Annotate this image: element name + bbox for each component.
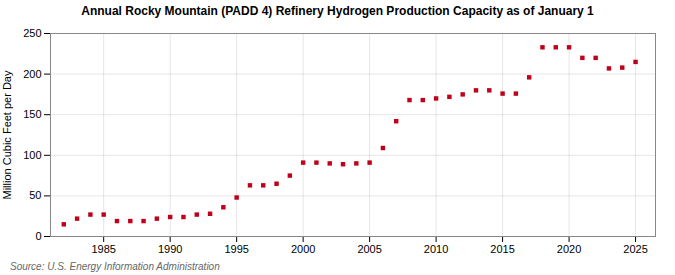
svg-text:2020: 2020	[557, 243, 581, 255]
svg-text:1985: 1985	[91, 243, 115, 255]
svg-text:1995: 1995	[224, 243, 248, 255]
svg-text:250: 250	[23, 27, 41, 39]
svg-text:2010: 2010	[424, 243, 448, 255]
svg-text:1990: 1990	[158, 243, 182, 255]
svg-text:2005: 2005	[357, 243, 381, 255]
svg-text:200: 200	[23, 68, 41, 80]
svg-text:Million Cubic Feet per Day: Million Cubic Feet per Day	[1, 70, 13, 199]
svg-text:2000: 2000	[291, 243, 315, 255]
svg-text:2025: 2025	[623, 243, 647, 255]
svg-text:50: 50	[29, 189, 41, 201]
svg-text:150: 150	[23, 108, 41, 120]
html-text:Annual Rocky Mountain (PADD 4): Annual Rocky Mountain (PADD 4) Refinery …	[81, 4, 594, 18]
svg-text:0: 0	[35, 230, 41, 242]
svg-text:100: 100	[23, 149, 41, 161]
html-text:Source: U.S. Energy Informatio: Source: U.S. Energy Information Administ…	[10, 261, 220, 272]
svg-text:2015: 2015	[490, 243, 514, 255]
